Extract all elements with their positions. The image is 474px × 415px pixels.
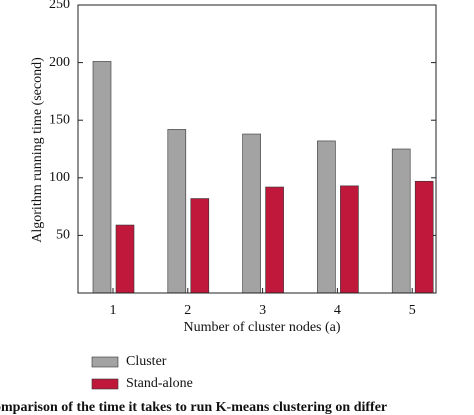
legend-label: Stand-alone [126,376,193,391]
y-axis-label: Algorithm running time (second) [30,57,45,243]
bar [265,186,284,294]
plot-frame [77,4,437,294]
bar [190,198,210,294]
bar [414,180,434,294]
x-tick-label: 4 [334,303,341,318]
bar [242,133,261,294]
x-axis-label: Number of cluster nodes (a) [183,320,340,335]
y-tick-label: 250 [49,0,70,12]
bar [317,140,336,294]
y-tick-label: 50 [56,228,70,243]
legend-swatch [91,356,119,368]
x-tick-label: 1 [110,303,117,318]
bar [92,61,112,294]
x-tick-label: 5 [409,303,416,318]
x-tick-label: 3 [259,303,266,318]
bar [391,148,411,294]
legend-swatch [91,378,119,390]
y-tick-label: 150 [49,112,70,127]
bar [115,224,135,294]
legend-label: Cluster [126,354,167,369]
caption: omparison of the time it takes to run K-… [0,400,387,415]
x-tick-label: 2 [184,303,191,318]
bar [167,129,187,294]
bar [340,185,359,294]
y-tick-label: 200 [49,55,70,70]
y-tick-label: 100 [49,170,70,185]
